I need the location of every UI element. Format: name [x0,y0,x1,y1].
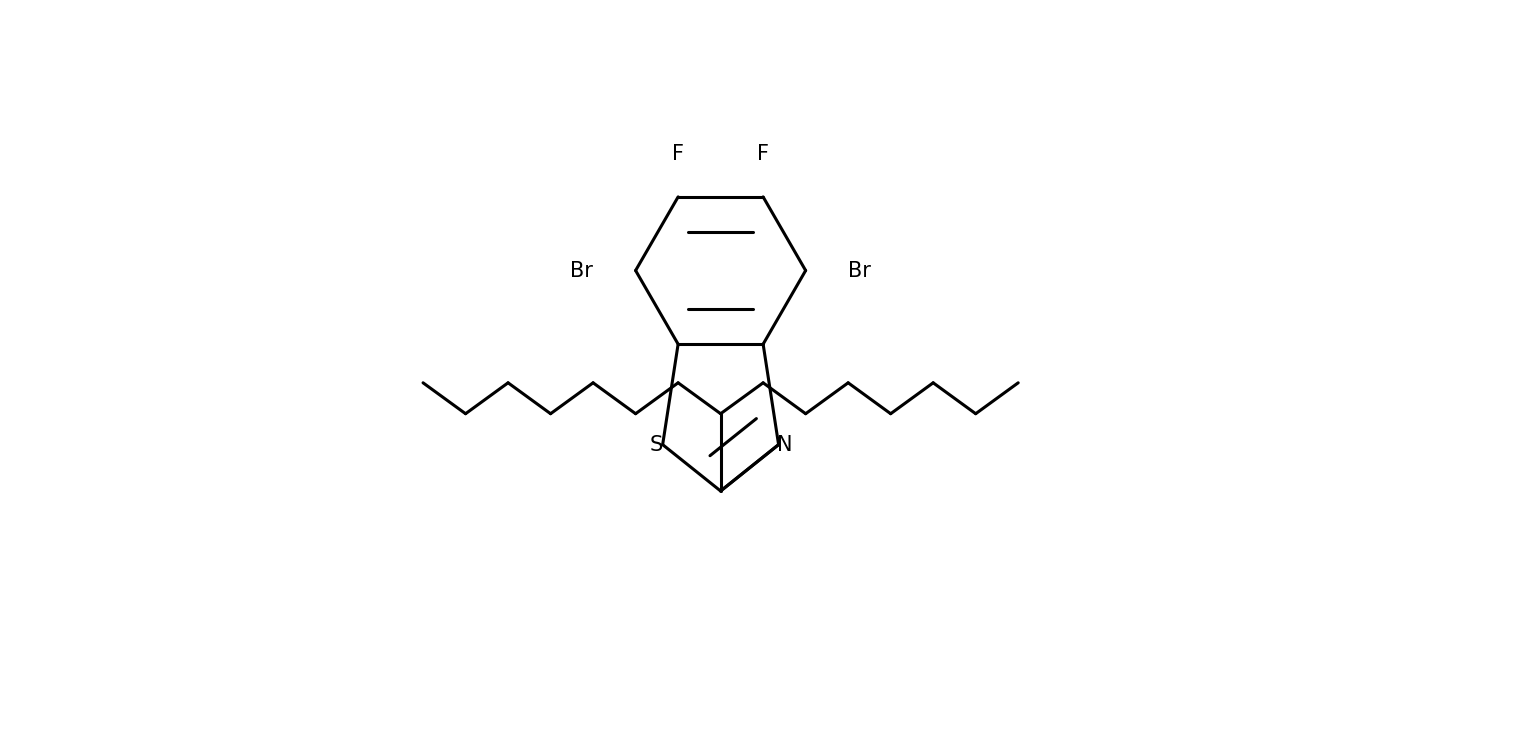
Text: F: F [672,145,684,165]
Text: S: S [650,435,663,455]
Text: N: N [778,435,793,455]
Text: Br: Br [848,260,871,280]
Text: Br: Br [571,260,594,280]
Text: F: F [758,145,769,165]
